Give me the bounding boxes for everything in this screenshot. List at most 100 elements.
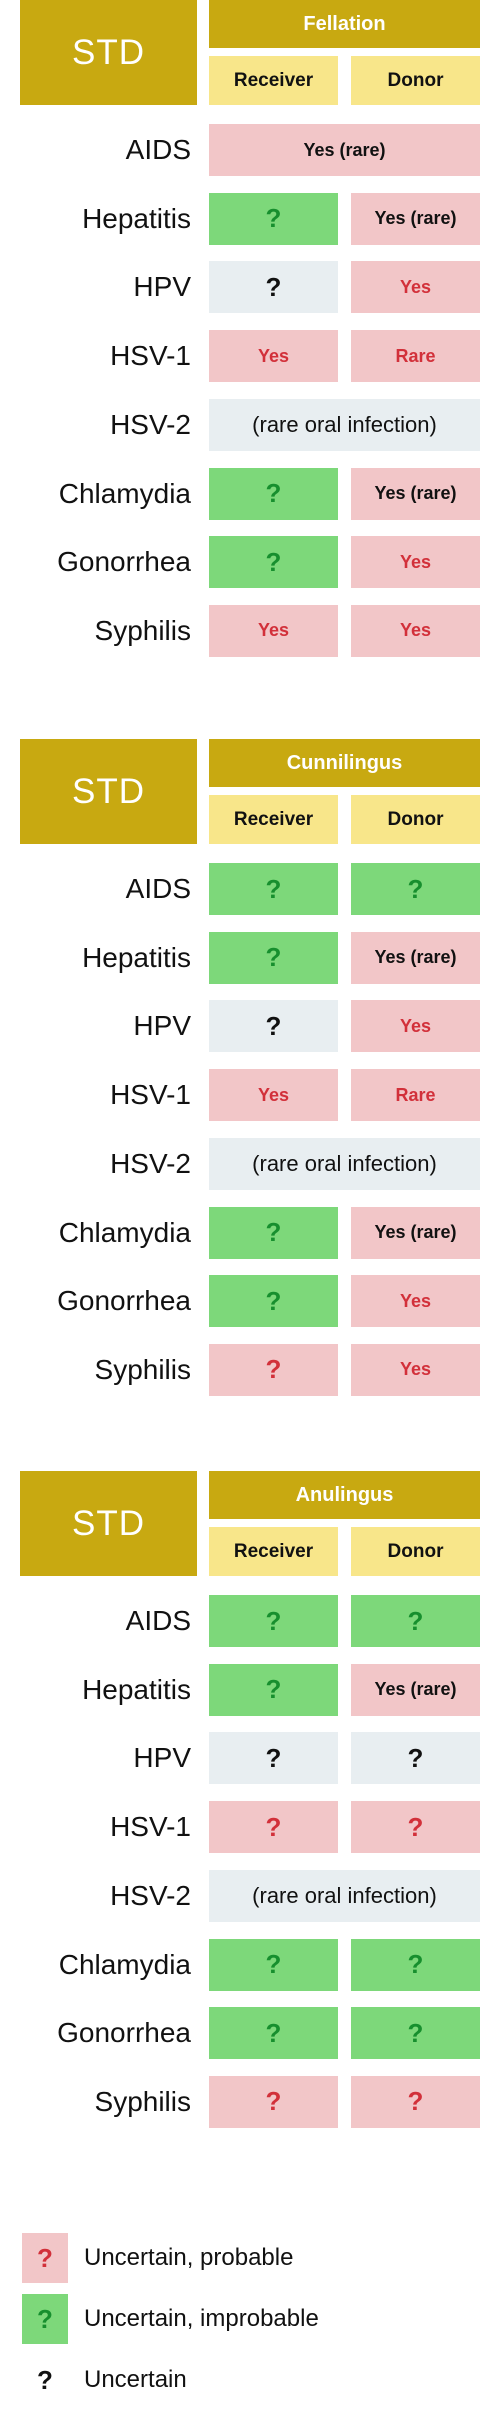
- merged-cell: (rare oral infection): [209, 398, 480, 451]
- donor-cell: Yes (rare): [351, 192, 480, 245]
- donor-cell: ?: [351, 1732, 480, 1785]
- std-name: Gonorrhea: [57, 2017, 191, 2049]
- activity-title: Fellation: [209, 0, 480, 48]
- std-name: HPV: [133, 271, 191, 303]
- legend-swatch: ?: [37, 2364, 53, 2395]
- std-name: HSV-2: [110, 408, 191, 440]
- donor-cell: Yes: [351, 1275, 480, 1328]
- receiver-cell-text: ?: [265, 203, 282, 234]
- std-name: Chlamydia: [58, 1948, 191, 1980]
- receiver-cell: ?: [209, 1938, 338, 1991]
- legend-label: Uncertain, probable: [84, 2244, 294, 2271]
- table-row-hsv-1: HSV-1 Yes Rare: [0, 330, 500, 383]
- receiver-cell: ?: [209, 863, 338, 915]
- donor-header: Donor: [351, 1527, 480, 1576]
- donor-cell-text: Yes: [399, 1290, 432, 1311]
- table-row-gonorrhea: Gonorrhea??: [0, 2007, 500, 2060]
- receiver-cell-text: ?: [265, 271, 282, 302]
- std-name: AIDS: [125, 134, 191, 165]
- std-name: Chlamydia: [58, 1216, 191, 1248]
- merged-cell: Yes (rare): [209, 124, 480, 176]
- activity-title: Cunnilingus: [209, 739, 480, 787]
- legend-swatch: ?: [22, 2294, 68, 2344]
- receiver-cell-text: ?: [265, 1811, 282, 1842]
- std-name: Syphilis: [94, 614, 191, 646]
- donor-cell-text: Rare: [395, 1084, 436, 1105]
- donor-cell-text: ?: [407, 1605, 424, 1636]
- legend-item-uncertain: ? Uncertain: [0, 2355, 500, 2405]
- receiver-cell: ?: [209, 1206, 338, 1259]
- table-row-hepatitis: Hepatitis? Yes (rare): [0, 1663, 500, 1716]
- receiver-cell-text: ?: [265, 1949, 282, 1979]
- std-name: AIDS: [125, 1605, 191, 1636]
- receiver-cell: ?: [209, 536, 338, 589]
- merged-cell-text: Yes (rare): [303, 139, 386, 160]
- donor-cell: ?: [351, 1938, 480, 1991]
- std-name: Hepatitis: [82, 202, 191, 234]
- receiver-cell: Yes: [209, 604, 338, 657]
- receiver-cell: ?: [209, 1663, 338, 1716]
- receiver-cell-text: ?: [265, 1285, 282, 1316]
- std-name: Syphilis: [94, 1353, 191, 1385]
- donor-cell: Yes: [351, 1000, 480, 1053]
- receiver-cell: ?: [209, 467, 338, 520]
- donor-cell-text: Yes: [399, 1015, 432, 1036]
- table-row-chlamydia: Chlamydia??: [0, 1938, 500, 1991]
- std-name: HSV-1: [110, 1811, 191, 1843]
- donor-cell: ?: [351, 1595, 480, 1647]
- donor-cell: Yes: [351, 261, 480, 314]
- std-name: AIDS: [125, 873, 191, 904]
- table-row-aids: AIDS Yes (rare): [0, 124, 500, 176]
- receiver-cell: ?: [209, 1000, 338, 1053]
- merged-cell-text: (rare oral infection): [252, 411, 437, 437]
- donor-cell-text: Yes (rare): [374, 1679, 457, 1700]
- receiver-cell: ?: [209, 2075, 338, 2128]
- std-name: Gonorrhea: [57, 546, 191, 578]
- donor-cell: Rare: [351, 1069, 480, 1122]
- table-row-chlamydia: Chlamydia? Yes (rare): [0, 1206, 500, 1259]
- std-header: STD: [20, 1471, 197, 1576]
- donor-header: Donor: [351, 56, 480, 105]
- table-row-gonorrhea: Gonorrhea? Yes: [0, 1275, 500, 1328]
- donor-header: Donor: [351, 795, 480, 844]
- donor-cell: Yes (rare): [351, 1663, 480, 1716]
- donor-cell: Rare: [351, 330, 480, 383]
- receiver-cell: ?: [209, 2007, 338, 2060]
- table-row-syphilis: Syphilis??: [0, 2075, 500, 2128]
- receiver-cell-text: ?: [265, 873, 282, 904]
- std-table-anulingus: STD Anulingus Receiver Donor AIDS?? Hepatitis…: [0, 1471, 500, 2171]
- donor-cell: Yes (rare): [351, 1206, 480, 1259]
- table-row-hpv: HPV? Yes: [0, 1000, 500, 1053]
- table-row-hsv-2: HSV-2 (rare oral infection): [0, 398, 500, 451]
- std-name: Syphilis: [94, 2085, 191, 2117]
- donor-cell-text: ?: [407, 1949, 424, 1979]
- std-name: HSV-1: [110, 340, 191, 372]
- std-name: HSV-2: [110, 1147, 191, 1179]
- receiver-cell-text: ?: [265, 1605, 282, 1636]
- table-row-hpv: HPV? Yes: [0, 261, 500, 314]
- donor-cell-text: Rare: [395, 345, 436, 366]
- table-row-hsv-2: HSV-2 (rare oral infection): [0, 1869, 500, 1922]
- std-table-fellation: STD Fellation Receiver Donor AIDS Yes (rare) H…: [0, 0, 500, 700]
- receiver-cell: ?: [209, 1732, 338, 1785]
- std-name: Hepatitis: [82, 941, 191, 973]
- donor-cell-text: ?: [407, 1742, 424, 1773]
- donor-cell: ?: [351, 1801, 480, 1854]
- table-row-aids: AIDS??: [0, 1595, 500, 1647]
- legend-label: Uncertain, improbable: [84, 2305, 319, 2332]
- table-row-hsv-2: HSV-2 (rare oral infection): [0, 1137, 500, 1190]
- donor-cell-text: Yes (rare): [374, 483, 457, 503]
- donor-cell-text: Yes (rare): [374, 1222, 457, 1242]
- receiver-header: Receiver: [209, 56, 338, 105]
- receiver-cell: ?: [209, 1275, 338, 1328]
- receiver-cell: ?: [209, 1801, 338, 1854]
- std-name: Chlamydia: [58, 477, 191, 509]
- receiver-cell-text: ?: [265, 546, 282, 577]
- std-name: HPV: [133, 1010, 191, 1042]
- donor-cell-text: Yes: [399, 276, 432, 297]
- std-name: Hepatitis: [82, 1673, 191, 1705]
- receiver-cell: ?: [209, 192, 338, 245]
- donor-cell-text: ?: [407, 1811, 424, 1842]
- donor-cell: ?: [351, 2007, 480, 2060]
- table-row-syphilis: Syphilis Yes Yes: [0, 604, 500, 657]
